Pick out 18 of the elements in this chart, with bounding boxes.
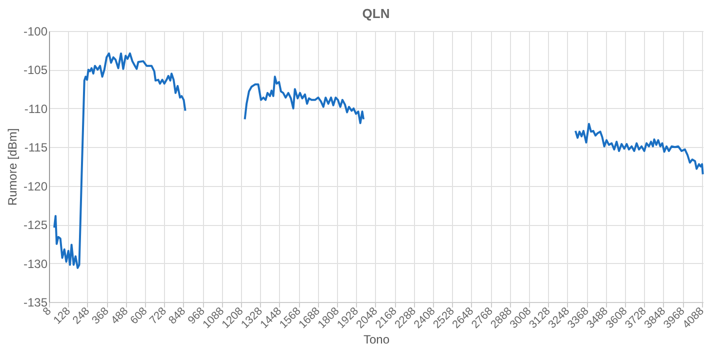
x-tick-label: 728 [147,305,169,327]
y-tick-label: -125 [23,218,48,232]
x-tick-label: 368 [90,305,112,327]
x-tick-label: 128 [51,305,73,327]
y-tick-label: -120 [23,179,48,194]
x-tick-label: 848 [166,305,188,327]
x-tick-label: 488 [109,305,131,327]
x-tick-label: 248 [70,305,92,327]
y-tick-label: -105 [23,63,48,78]
y-axis-title: Rumore [dBm] [5,128,20,206]
chart-title: QLN [362,6,390,21]
x-axis-title: Tono [363,332,390,346]
y-tick-label: -110 [24,102,48,116]
x-tick-label: 8 [40,305,54,318]
y-tick-label: -115 [24,140,48,155]
y-tick-label: -130 [23,256,48,271]
y-tick-label: -100 [23,24,48,38]
x-tick-label: 608 [128,305,150,327]
